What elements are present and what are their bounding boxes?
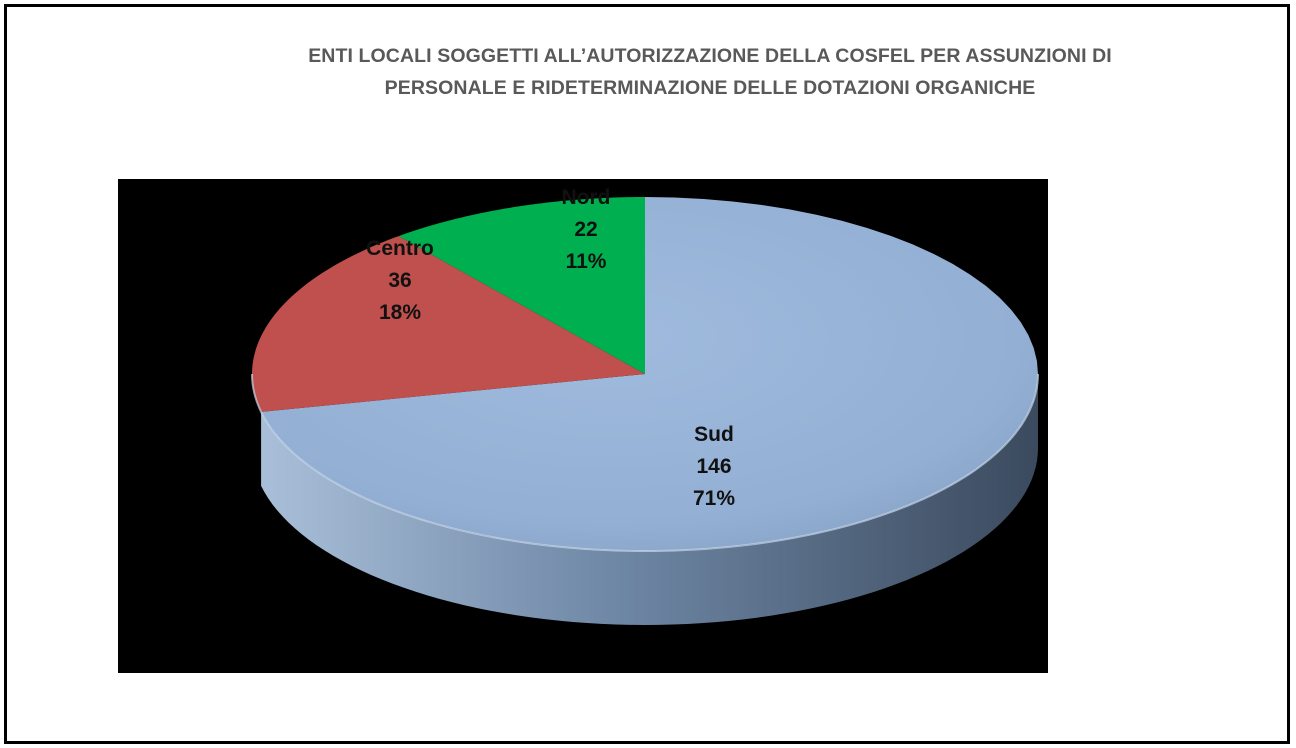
chart-title: ENTI LOCALI SOGGETTI ALL’AUTORIZZAZIONE …	[200, 40, 1220, 104]
data-label-centro-name: Centro	[366, 237, 434, 260]
pie-slice-sud	[261, 197, 1039, 551]
pie-chart: Nord 22 11% Centro 36 18% Sud 146 71%	[251, 186, 1039, 625]
data-label-centro-value: 36	[388, 269, 411, 292]
chart-title-line-1: ENTI LOCALI SOGGETTI ALL’AUTORIZZAZIONE …	[308, 45, 1112, 67]
data-label-sud-percent: 71%	[693, 487, 735, 510]
pie-side-sud	[261, 374, 1039, 625]
chart-title-line-2: PERSONALE E RIDETERMINAZIONE DELLE DOTAZ…	[384, 77, 1036, 99]
data-label-nord-value: 22	[574, 218, 597, 241]
data-label-centro-percent: 18%	[379, 301, 421, 324]
pie-slice-centro	[252, 236, 645, 412]
data-label-sud-value: 146	[696, 455, 731, 478]
data-label-nord-percent: 11%	[566, 250, 607, 273]
plot-area: Nord 22 11% Centro 36 18% Sud 146 71%	[118, 179, 1048, 673]
pie-slice-nord	[398, 197, 645, 374]
data-label-nord-name: Nord	[562, 186, 611, 209]
data-label-sud-name: Sud	[694, 423, 734, 446]
pie-rim	[251, 373, 1039, 553]
